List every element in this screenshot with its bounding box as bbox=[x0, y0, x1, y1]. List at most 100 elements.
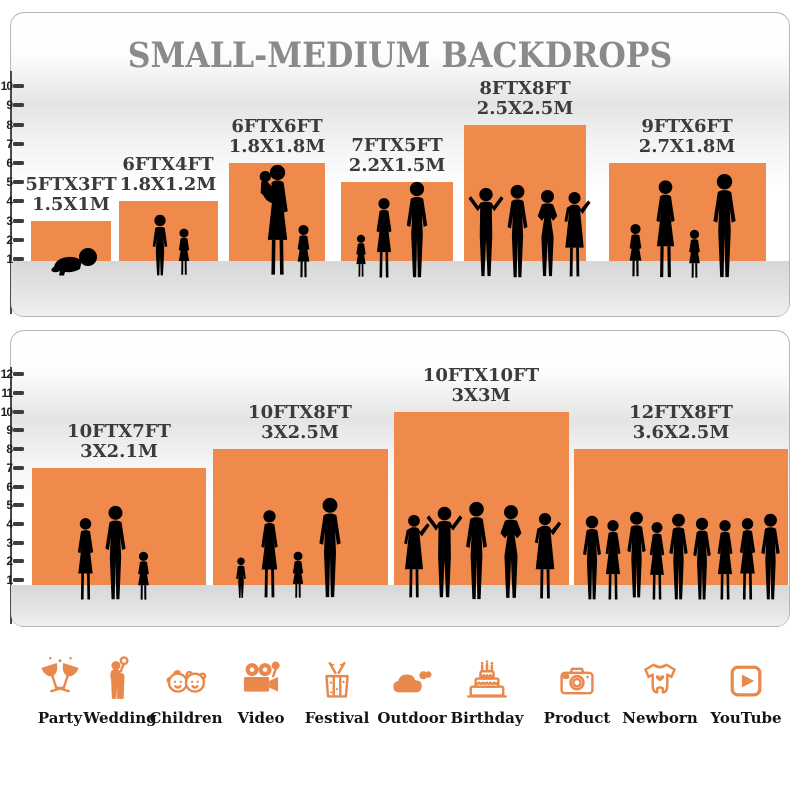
category-label: Product bbox=[543, 709, 611, 727]
tick-mark bbox=[13, 257, 24, 261]
tick-mark bbox=[13, 503, 24, 507]
ruler-tick: 2 bbox=[0, 553, 24, 569]
category-label: Children bbox=[149, 709, 223, 727]
ruler-number: 3 bbox=[6, 536, 13, 550]
tick-mark bbox=[13, 142, 24, 146]
ruler-tick: 3 bbox=[0, 213, 24, 229]
ruler-number: 1 bbox=[6, 252, 13, 266]
tick-mark bbox=[13, 219, 24, 223]
ruler-number: 8 bbox=[6, 118, 13, 132]
tick-mark bbox=[13, 466, 24, 470]
youtube-icon bbox=[730, 665, 762, 697]
tick-mark bbox=[13, 447, 24, 451]
tick-mark bbox=[13, 410, 24, 414]
figure-family-of-three bbox=[356, 181, 428, 278]
ruler-tick: 5 bbox=[0, 174, 24, 190]
category-label: Wedding bbox=[83, 709, 157, 727]
figure-family-of-four bbox=[236, 497, 341, 598]
tick-mark bbox=[13, 84, 24, 88]
bar-size-label: 8FTX8FT 2.5X2.5M bbox=[476, 77, 574, 119]
ruler-number: 5 bbox=[6, 175, 13, 189]
ruler-number: 6 bbox=[6, 156, 13, 170]
backdrop-bar-6x4 bbox=[119, 201, 218, 261]
category-wedding: Wedding bbox=[75, 655, 165, 727]
panel-medium-backdrops: 12 11 10 9 8 7 6 5 4 3 2 1 10FTX7FT 3X2.1… bbox=[1, 330, 790, 627]
tick-mark bbox=[13, 238, 24, 242]
figure-family-of-four bbox=[629, 173, 736, 278]
category-children: Children bbox=[141, 655, 231, 727]
ruler-number: 8 bbox=[6, 442, 13, 456]
ruler-tick: 4 bbox=[0, 193, 24, 209]
video-icon bbox=[243, 661, 280, 692]
ruler-tick: 1 bbox=[0, 572, 24, 588]
tick-mark bbox=[13, 428, 24, 432]
category-row: Party Wedding Children bbox=[0, 655, 800, 765]
ruler-number: 7 bbox=[6, 137, 13, 151]
bar-size-label: 5FTX3FT 1.5X1M bbox=[25, 173, 117, 215]
ruler-tick: 7 bbox=[0, 460, 24, 476]
ruler-number: 2 bbox=[6, 233, 13, 247]
tick-mark bbox=[13, 161, 24, 165]
category-newborn: Newborn bbox=[615, 655, 705, 727]
tick-mark bbox=[13, 123, 24, 127]
tick-mark bbox=[13, 485, 24, 489]
tick-mark bbox=[13, 541, 24, 545]
ruler-tick: 8 bbox=[0, 441, 24, 457]
ruler-number: 5 bbox=[6, 498, 13, 512]
outdoor-icon bbox=[393, 671, 432, 693]
category-outdoor: Outdoor bbox=[367, 655, 457, 727]
tick-mark bbox=[13, 559, 24, 563]
tick-mark bbox=[13, 578, 24, 582]
figure-mother-and-girl bbox=[259, 164, 310, 278]
ruler-tick: 3 bbox=[0, 535, 24, 551]
ruler-tick: 1 bbox=[0, 251, 24, 267]
tick-mark bbox=[13, 391, 24, 395]
ruler-tick: 9 bbox=[0, 422, 24, 438]
tick-mark bbox=[13, 522, 24, 526]
ruler-axis bbox=[10, 71, 12, 314]
ruler-tick: 11 bbox=[0, 385, 24, 401]
category-youtube: YouTube bbox=[701, 655, 791, 727]
bar-size-label: 10FTX10FT 3X3M bbox=[422, 364, 540, 406]
ruler-tick: 5 bbox=[0, 497, 24, 513]
ruler-tick: 9 bbox=[0, 97, 24, 113]
tick-mark bbox=[13, 180, 24, 184]
figure-crawling-baby bbox=[51, 248, 97, 276]
ruler-tick: 8 bbox=[0, 117, 24, 133]
figure-two-children bbox=[152, 214, 190, 276]
festival-icon bbox=[325, 661, 349, 698]
ruler-number: 3 bbox=[6, 214, 13, 228]
ruler-number: 10 bbox=[0, 79, 13, 93]
bar-size-label: 10FTX7FT 3X2.1M bbox=[67, 420, 171, 462]
floor bbox=[11, 261, 789, 316]
ruler-number: 11 bbox=[1, 386, 13, 400]
ruler-number: 7 bbox=[6, 461, 13, 475]
birthday-icon bbox=[467, 660, 507, 698]
ruler-tick: 6 bbox=[0, 479, 24, 495]
newborn-icon bbox=[644, 663, 676, 694]
ruler-tick: 10 bbox=[0, 404, 24, 420]
ruler-number: 10 bbox=[0, 405, 13, 419]
bar-size-label: 10FTX8FT 3X2.5M bbox=[248, 401, 352, 443]
category-label: Newborn bbox=[622, 709, 698, 727]
tick-mark bbox=[13, 103, 24, 107]
bar-size-label: 6FTX6FT 1.8X1.8M bbox=[228, 115, 326, 157]
product-icon bbox=[560, 667, 594, 695]
bar-size-label: 9FTX6FT 2.7X1.8M bbox=[638, 115, 736, 157]
bar-size-label: 7FTX5FT 2.2X1.5M bbox=[348, 134, 446, 176]
ruler-tick: 10 bbox=[0, 78, 24, 94]
category-product: Product bbox=[532, 655, 622, 727]
category-label: Festival bbox=[304, 709, 370, 727]
ruler-tick: 12 bbox=[0, 366, 24, 382]
category-label: Birthday bbox=[450, 709, 524, 727]
category-birthday: Birthday bbox=[442, 655, 532, 727]
category-label: Video bbox=[237, 709, 285, 727]
children-icon bbox=[166, 670, 207, 693]
figure-group-of-four bbox=[468, 184, 591, 278]
ruler-tick: 6 bbox=[0, 155, 24, 171]
ruler-tick: 7 bbox=[0, 136, 24, 152]
ruler-number: 4 bbox=[6, 194, 13, 208]
category-video: Video bbox=[216, 655, 306, 727]
tick-mark bbox=[13, 372, 24, 376]
